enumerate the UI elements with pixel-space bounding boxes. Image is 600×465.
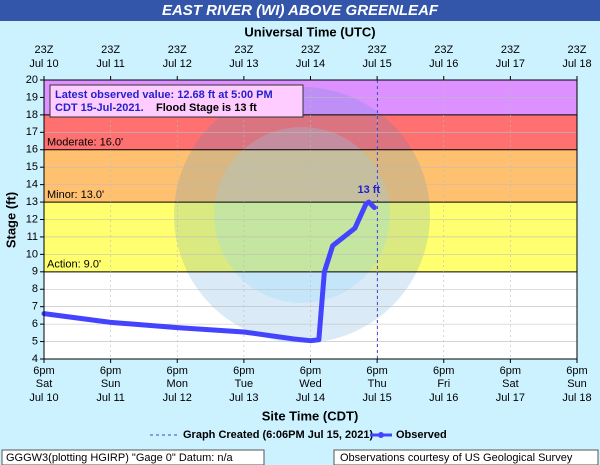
- chart-title: EAST RIVER (WI) ABOVE GREENLEAF: [162, 2, 439, 19]
- y-tick-label: 19: [26, 91, 38, 103]
- y-tick-label: 18: [26, 109, 38, 121]
- top-tick-date: Jul 11: [96, 58, 125, 70]
- top-tick-time: 23Z: [168, 44, 187, 56]
- y-tick-label: 5: [32, 335, 38, 347]
- top-axis-title: Universal Time (UTC): [244, 24, 375, 39]
- top-tick-time: 23Z: [434, 44, 453, 56]
- x-tick-date: Jul 13: [229, 392, 258, 404]
- annotation-line: Flood Stage is 13 ft: [156, 102, 257, 114]
- x-tick-date: Jul 10: [29, 392, 58, 404]
- footer-right: Observations courtesy of US Geological S…: [340, 452, 573, 464]
- footer-box: [1, 449, 265, 465]
- top-tick-time: 23Z: [501, 44, 520, 56]
- x-tick-date: Jul 15: [362, 392, 391, 404]
- series-line: [41, 199, 377, 344]
- x-tick-day: Wed: [299, 378, 321, 390]
- x-tick-time: 6pm: [233, 365, 254, 377]
- y-tick-label: 20: [26, 74, 38, 86]
- x-tick-day: Sun: [101, 378, 121, 390]
- peak-label: 13 ft: [357, 184, 380, 196]
- x-tick-date: Jul 16: [429, 392, 458, 404]
- top-tick-date: Jul 14: [296, 58, 325, 70]
- top-tick-date: Jul 12: [163, 58, 192, 70]
- stage-label: Moderate: 16.0': [47, 137, 123, 149]
- title-bar: [0, 0, 600, 21]
- legend-label: Observed: [396, 429, 447, 441]
- x-tick-day: Tue: [235, 378, 254, 390]
- x-tick-day: Sun: [567, 378, 587, 390]
- annotation-line: CDT 15-Jul-2021.: [55, 102, 144, 114]
- x-tick-time: 6pm: [500, 365, 521, 377]
- x-tick-day: Thu: [368, 378, 387, 390]
- plot-frame: [43, 79, 578, 360]
- legend-dot: [378, 432, 384, 438]
- y-tick-label: 9: [32, 266, 38, 278]
- top-tick-time: 23Z: [301, 44, 320, 56]
- y-tick-label: 16: [26, 144, 38, 156]
- top-tick-time: 23Z: [368, 44, 387, 56]
- x-tick-time: 6pm: [167, 365, 188, 377]
- x-tick-date: Jul 18: [562, 392, 591, 404]
- x-tick-time: 6pm: [100, 365, 121, 377]
- legend-label: Graph Created (6:06PM Jul 15, 2021): [183, 429, 373, 441]
- y-tick-label: 7: [32, 301, 38, 313]
- y-tick-label: 15: [26, 161, 38, 173]
- top-tick-date: Jul 18: [562, 58, 591, 70]
- y-axis-title: Stage (ft): [3, 192, 18, 248]
- top-tick-time: 23Z: [568, 44, 587, 56]
- x-tick-day: Sat: [36, 378, 53, 390]
- x-tick-time: 6pm: [366, 365, 387, 377]
- stage-label: Action: 9.0': [47, 259, 101, 271]
- y-tick-label: 4: [32, 353, 38, 365]
- y-tick-label: 17: [26, 126, 38, 138]
- top-tick-time: 23Z: [35, 44, 54, 56]
- top-tick-date: Jul 16: [429, 58, 458, 70]
- x-tick-time: 6pm: [33, 365, 54, 377]
- footer-box: [333, 449, 599, 465]
- top-tick-date: Jul 10: [29, 58, 58, 70]
- x-tick-date: Jul 17: [496, 392, 525, 404]
- x-tick-time: 6pm: [433, 365, 454, 377]
- x-tick-day: Mon: [167, 378, 188, 390]
- top-tick-time: 23Z: [101, 44, 120, 56]
- top-tick-date: Jul 17: [496, 58, 525, 70]
- x-tick-date: Jul 14: [296, 392, 325, 404]
- y-tick-label: 8: [32, 283, 38, 295]
- y-tick-label: 13: [26, 196, 38, 208]
- x-tick-day: Fri: [437, 378, 450, 390]
- x-tick-time: 6pm: [300, 365, 321, 377]
- y-tick-label: 11: [27, 231, 38, 243]
- stage-label: Minor: 13.0': [47, 189, 104, 201]
- x-tick-date: Jul 11: [96, 392, 125, 404]
- x-tick-time: 6pm: [566, 365, 587, 377]
- annotation-line: Latest observed value: 12.68 ft at 5:00 …: [55, 89, 273, 101]
- top-tick-date: Jul 15: [362, 58, 391, 70]
- watermark: [214, 127, 390, 303]
- top-tick-time: 23Z: [234, 44, 253, 56]
- annotation-box: [49, 84, 304, 118]
- x-tick-date: Jul 12: [163, 392, 192, 404]
- y-tick-label: 12: [26, 213, 38, 225]
- y-tick-label: 6: [32, 318, 38, 330]
- x-tick-day: Sat: [502, 378, 519, 390]
- watermark: [174, 87, 430, 343]
- footer-left: GGGW3(plotting HGIRP) "Gage 0" Datum: n/…: [6, 452, 234, 464]
- x-axis-title: Site Time (CDT): [262, 408, 359, 423]
- y-tick-label: 10: [26, 248, 38, 260]
- y-tick-label: 14: [26, 179, 38, 191]
- top-tick-date: Jul 13: [229, 58, 258, 70]
